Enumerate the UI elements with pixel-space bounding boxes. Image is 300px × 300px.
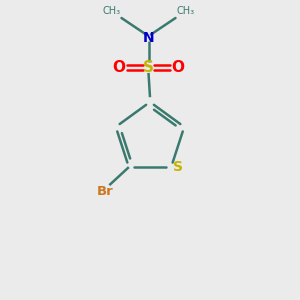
- Text: Br: Br: [97, 184, 113, 198]
- Text: O: O: [171, 60, 184, 75]
- Text: CH₃: CH₃: [176, 7, 194, 16]
- Text: N: N: [143, 31, 154, 44]
- Text: S: S: [173, 160, 183, 174]
- Text: CH₃: CH₃: [103, 7, 121, 16]
- Text: S: S: [143, 60, 154, 75]
- Text: O: O: [112, 60, 126, 75]
